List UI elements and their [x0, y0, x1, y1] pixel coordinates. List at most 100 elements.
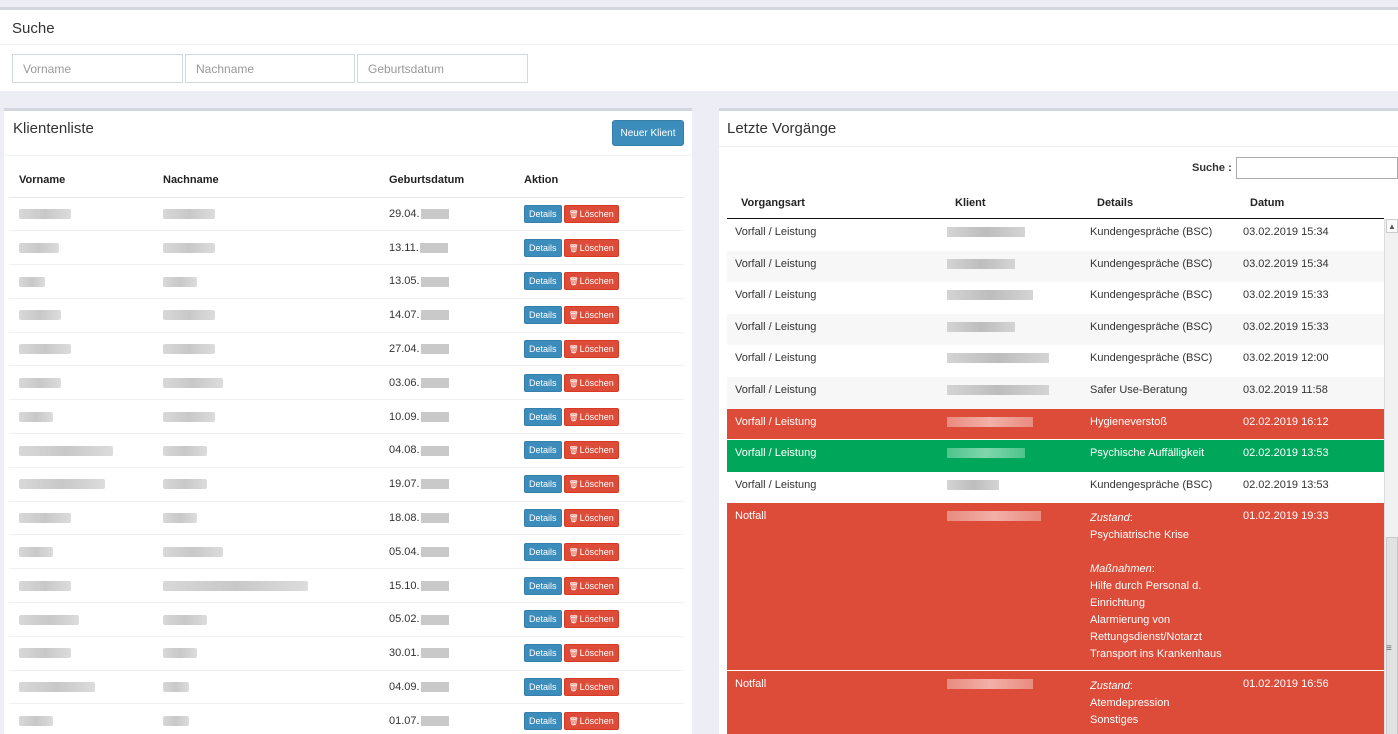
- scrollbar-thumb[interactable]: [1386, 537, 1398, 734]
- birthdate-text: 04.09.: [389, 681, 420, 694]
- birthyear-redacted: [420, 580, 449, 591]
- event-row-emergency[interactable]: Notfall Zustand: Atemdepression Sonstige…: [727, 671, 1384, 734]
- details-button[interactable]: Details: [524, 576, 562, 595]
- state-value: Psychiatrische Krise: [1090, 529, 1190, 542]
- birthdate-cell: 13.11.: [379, 230, 514, 265]
- delete-button[interactable]: 🗑Löschen: [563, 407, 619, 426]
- details-button[interactable]: Details: [524, 509, 562, 528]
- birthdate-cell: 10.09.: [379, 399, 514, 434]
- table-row: 15.10. Details 🗑Löschen: [9, 568, 684, 603]
- events-scrollbar[interactable]: ▲ ≡: [1384, 219, 1398, 734]
- birthdate-text: 05.02.: [389, 613, 420, 626]
- trash-icon: 🗑: [568, 514, 579, 524]
- birthdate-text: 13.11.: [389, 241, 419, 254]
- delete-button[interactable]: 🗑Löschen: [563, 542, 619, 561]
- column-header-client[interactable]: Klient: [955, 197, 986, 209]
- action-cell: Details 🗑Löschen: [514, 568, 684, 603]
- details-button[interactable]: Details: [524, 204, 562, 223]
- event-row[interactable]: Vorfall / Leistung Hygieneverstoß 02.02.20…: [727, 408, 1384, 441]
- action-cell: Details 🗑Löschen: [514, 365, 684, 400]
- delete-label: Löschen: [579, 377, 614, 388]
- details-button[interactable]: Details: [524, 644, 562, 663]
- details-button[interactable]: Details: [524, 272, 562, 291]
- delete-button[interactable]: 🗑Löschen: [563, 576, 619, 595]
- first-name-input[interactable]: [12, 54, 183, 83]
- delete-button[interactable]: 🗑Löschen: [563, 712, 619, 731]
- action-cell: Details 🗑Löschen: [514, 669, 684, 704]
- delete-button[interactable]: 🗑Löschen: [563, 509, 619, 528]
- delete-button[interactable]: 🗑Löschen: [563, 441, 619, 460]
- delete-button[interactable]: 🗑Löschen: [563, 475, 619, 494]
- last-name-redacted: [153, 635, 379, 671]
- delete-button[interactable]: 🗑Löschen: [563, 610, 619, 629]
- column-header-date[interactable]: Datum: [1250, 197, 1285, 209]
- details-button[interactable]: Details: [524, 678, 562, 697]
- birthdate-cell: 13.05.: [379, 264, 514, 299]
- details-button[interactable]: Details: [524, 542, 562, 561]
- details-button[interactable]: Details: [524, 238, 562, 257]
- event-type: Vorfall / Leistung: [735, 289, 817, 302]
- delete-button[interactable]: 🗑Löschen: [563, 340, 619, 359]
- delete-button[interactable]: 🗑Löschen: [563, 204, 619, 223]
- event-details: Kundengespräche (BSC): [1090, 289, 1213, 302]
- birthdate-cell: 27.04.: [379, 331, 514, 366]
- new-client-button[interactable]: Neuer Klient: [612, 120, 684, 146]
- scroll-up-icon[interactable]: ▲: [1386, 219, 1398, 233]
- action-cell: Details 🗑Löschen: [514, 433, 684, 468]
- column-header-event-type[interactable]: Vorgangsart: [741, 197, 805, 209]
- event-row-emergency[interactable]: Notfall Zustand: Psychiatrische Krise Ma…: [727, 503, 1384, 672]
- birthyear-redacted: [420, 411, 449, 422]
- last-name-redacted: [153, 230, 379, 265]
- event-row[interactable]: Vorfall / Leistung Kundengespräche (BSC) 0…: [727, 472, 1384, 504]
- details-button[interactable]: Details: [524, 407, 562, 426]
- details-button[interactable]: Details: [524, 306, 562, 325]
- details-button[interactable]: Details: [524, 441, 562, 460]
- last-name-input[interactable]: [185, 54, 355, 83]
- event-row[interactable]: Vorfall / Leistung Kundengespräche (BSC) 0…: [727, 345, 1384, 377]
- birthdate-input[interactable]: [357, 54, 528, 83]
- first-name-redacted: [9, 196, 153, 231]
- details-button[interactable]: Details: [524, 340, 562, 359]
- first-name-redacted: [9, 331, 153, 366]
- first-name-redacted: [9, 602, 153, 637]
- column-header-details[interactable]: Details: [1097, 197, 1134, 209]
- event-row[interactable]: Vorfall / Leistung Kundengespräche (BSC) 0…: [727, 282, 1384, 314]
- birthdate-text: 14.07.: [389, 309, 420, 322]
- delete-button[interactable]: 🗑Löschen: [563, 644, 619, 663]
- last-name-redacted: [153, 568, 379, 603]
- delete-button[interactable]: 🗑Löschen: [563, 272, 619, 291]
- details-button[interactable]: Details: [524, 475, 562, 494]
- details-button[interactable]: Details: [524, 610, 562, 629]
- last-name-redacted: [153, 703, 379, 734]
- measure-item: Alarmierung von: [1090, 614, 1171, 627]
- event-row[interactable]: Vorfall / Leistung Kundengespräche (BSC) 0…: [727, 313, 1384, 346]
- delete-button[interactable]: 🗑Löschen: [563, 678, 619, 697]
- client-name-redacted: [947, 416, 1033, 428]
- client-list-panel: Klientenliste Neuer Klient Vorname Nachn…: [4, 108, 692, 734]
- birthdate-cell: 01.07.: [379, 703, 514, 734]
- measure-item: Transport ins Krankenhaus: [1090, 648, 1222, 661]
- details-button[interactable]: Details: [524, 373, 562, 392]
- event-row[interactable]: Vorfall / Leistung Kundengespräche (BSC) 0…: [727, 250, 1384, 283]
- delete-button[interactable]: 🗑Löschen: [563, 373, 619, 392]
- events-search-input[interactable]: [1236, 157, 1398, 179]
- table-row: 10.09. Details 🗑Löschen: [9, 399, 684, 434]
- state-value: Atemdepression: [1090, 697, 1170, 710]
- table-header-row: Vorname Nachname Geburtsdatum Aktion: [9, 164, 684, 198]
- table-row: 30.01. Details 🗑Löschen: [9, 635, 684, 671]
- trash-icon: 🗑: [568, 480, 579, 490]
- details-button[interactable]: Details: [524, 712, 562, 731]
- table-row: 29.04. Details 🗑Löschen: [9, 196, 684, 231]
- event-row[interactable]: Vorfall / Leistung Safer Use-Beratung 03.0…: [727, 376, 1384, 409]
- events-table-body: Vorfall / Leistung Kundengespräche (BSC) 0…: [727, 219, 1384, 734]
- event-row[interactable]: Vorfall / Leistung Kundengespräche (BSC) 0…: [727, 219, 1384, 251]
- recent-events-title: Letzte Vorgänge: [727, 120, 837, 137]
- delete-button[interactable]: 🗑Löschen: [563, 306, 619, 325]
- divider: [719, 146, 1398, 147]
- delete-button[interactable]: 🗑Löschen: [563, 238, 619, 257]
- birthdate-cell: 04.08.: [379, 433, 514, 468]
- event-row[interactable]: Vorfall / Leistung Psychische Auffälligke…: [727, 440, 1384, 472]
- birthdate-text: 05.04.: [389, 545, 420, 558]
- birthyear-redacted: [420, 648, 449, 659]
- event-details: Kundengespräche (BSC): [1090, 257, 1213, 270]
